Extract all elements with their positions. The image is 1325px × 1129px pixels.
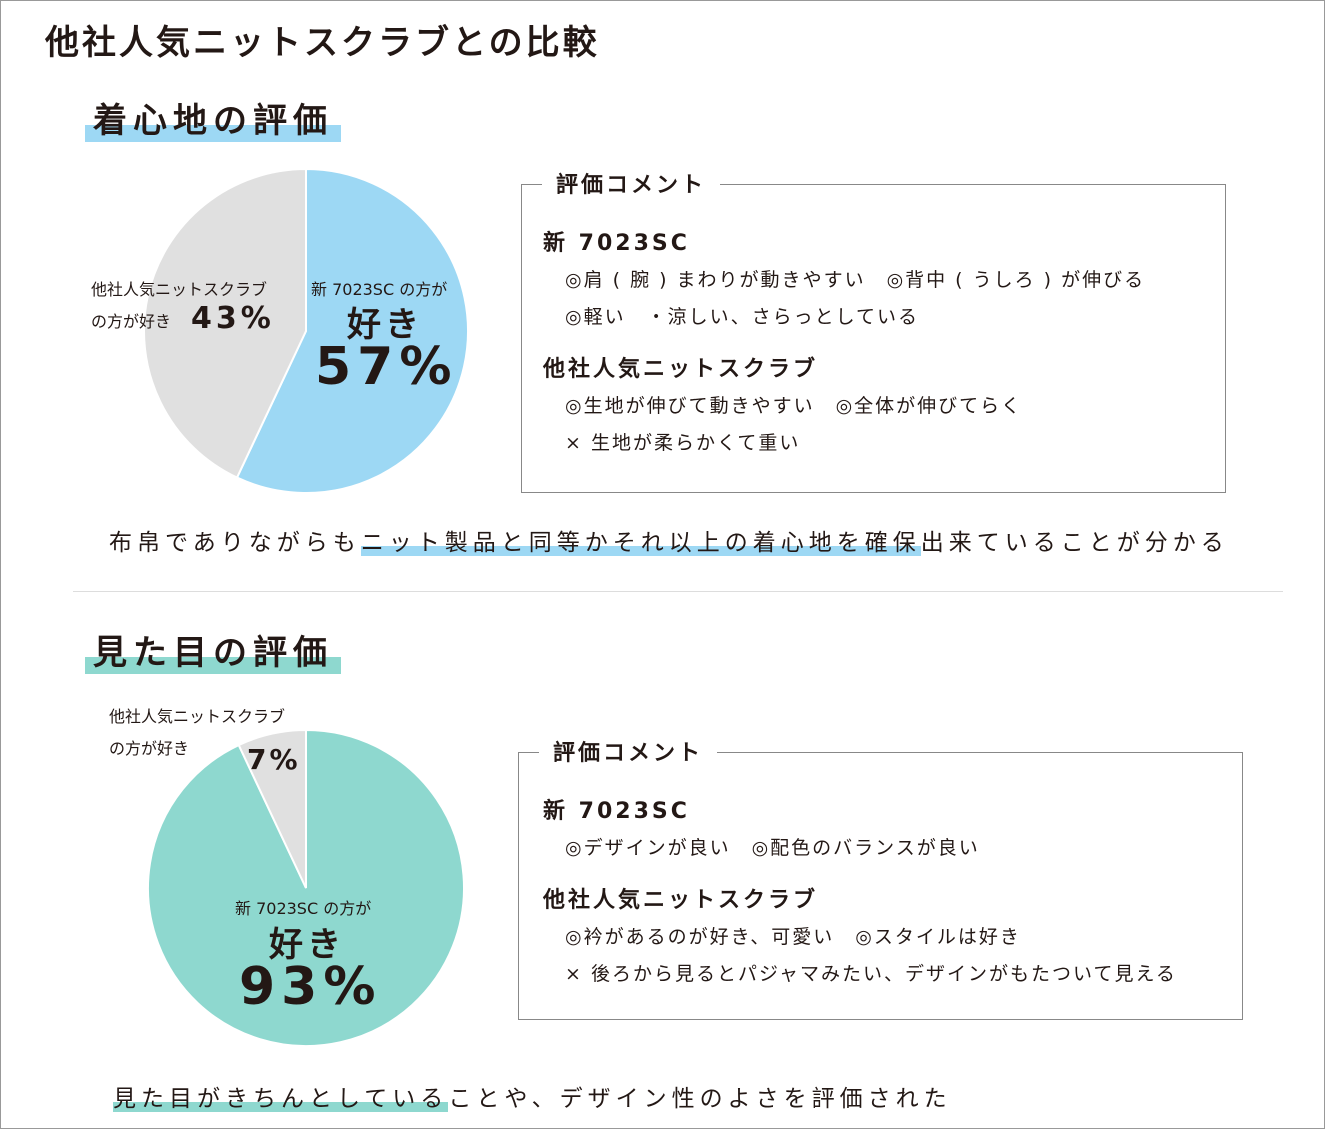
comment-line: ◎肩 ( 腕 ) まわりが動きやすい ◎背中 ( うしろ ) が伸びる — [565, 269, 1146, 291]
value-label: 93% — [239, 957, 382, 1017]
chart-title: 見た目の評価 — [85, 625, 341, 674]
pie-slice — [235, 167, 469, 494]
slice-label: 好き — [269, 925, 345, 965]
comment-box: 評価コメント 新 7023SC ◎肩 ( 腕 ) まわりが動きやすい ◎背中 ( … — [521, 167, 1226, 493]
comment-heading: 評価コメント — [539, 735, 718, 767]
pie-slice — [143, 167, 307, 479]
comment-line: ◎軽い ・涼しい、さらっとしている — [565, 306, 920, 328]
summary-part: ことや、デザイン性のよさを評価された — [448, 1086, 952, 1112]
comment-group: 他社人気ニットスクラブ ◎生地が伸びて動きやすい ◎全体が伸びてらく × 生地が柔ら… — [543, 351, 1145, 455]
comment-group: 新 7023SC ◎肩 ( 腕 ) まわりが動きやすい ◎背中 ( うしろ ) が… — [543, 225, 1145, 329]
value-label: 7% — [247, 743, 301, 776]
summary-part: ニット製品と同等かそれ以上の着心地を確保 — [360, 530, 921, 556]
slice-label: 新 7023SC の方が — [235, 899, 372, 918]
slice-label: の方が好き — [109, 739, 190, 758]
slice-label: の方が好き — [91, 312, 172, 331]
summary-part: 見た目がきちんとしている — [113, 1086, 449, 1112]
value-label: 43% — [191, 301, 275, 336]
comment-line: ◎衿があるのが好き、可愛い ◎スタイルは好き — [565, 926, 1021, 948]
comment-line: × 後ろから見るとパジャマみたい、デザインがもたついて見える — [565, 963, 1177, 985]
group-name: 他社人気ニットスクラブ — [543, 357, 819, 382]
comment-groups: 新 7023SC ◎デザインが良い ◎配色のバランスが良い他社人気ニットスクラブ ◎… — [543, 793, 1177, 1008]
group-name: 新 7023SC — [543, 799, 690, 824]
slice-label: 他社人気ニットスクラブ — [91, 280, 268, 299]
summary: 見た目がきちんとしていることや、デザイン性のよさを評価された — [113, 1079, 952, 1113]
comment-line: ◎デザインが良い ◎配色のバランスが良い — [565, 837, 980, 859]
summary-part: 出来ていることが分かる — [920, 530, 1229, 556]
summary: 布帛でありながらもニット製品と同等かそれ以上の着心地を確保出来ていることが分かる — [109, 523, 1229, 557]
comment-line: ◎生地が伸びて動きやすい ◎全体が伸びてらく — [565, 395, 1023, 417]
pie-slice — [237, 728, 307, 889]
summary-part: 布帛でありながらも — [109, 530, 361, 556]
slice-label: 他社人気ニットスクラブ — [109, 707, 286, 726]
group-name: 新 7023SC — [543, 231, 690, 256]
group-name: 他社人気ニットスクラブ — [543, 888, 819, 913]
comment-box: 評価コメント 新 7023SC ◎デザインが良い ◎配色のバランスが良い他社人気ニ… — [518, 735, 1243, 1020]
comment-group: 他社人気ニットスクラブ ◎衿があるのが好き、可愛い ◎スタイルは好き × 後ろから見… — [543, 882, 1177, 986]
slice-label: 新 7023SC の方が — [311, 280, 448, 299]
chart-title: 着心地の評価 — [85, 93, 341, 142]
comment-group: 新 7023SC ◎デザインが良い ◎配色のバランスが良い — [543, 793, 1177, 860]
divider — [73, 591, 1283, 592]
comment-heading: 評価コメント — [542, 167, 721, 199]
value-label: 57% — [315, 337, 458, 397]
slice-label: 好き — [347, 305, 423, 345]
comment-line: × 生地が柔らかくて重い — [565, 432, 801, 454]
comment-groups: 新 7023SC ◎肩 ( 腕 ) まわりが動きやすい ◎背中 ( うしろ ) が… — [543, 225, 1145, 477]
page-title: 他社人気ニットスクラブとの比較 — [45, 23, 600, 63]
